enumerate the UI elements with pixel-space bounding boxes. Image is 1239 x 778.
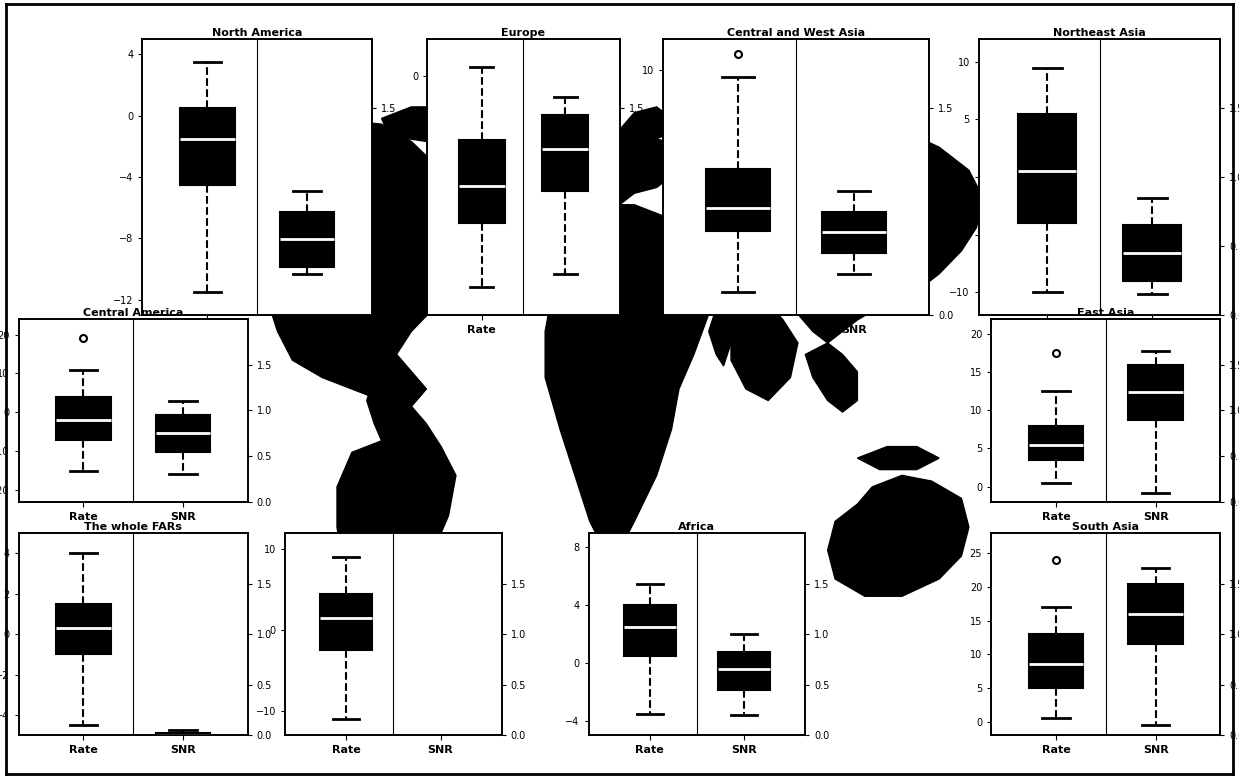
PathPatch shape xyxy=(1028,426,1083,460)
Title: Europe: Europe xyxy=(502,28,545,38)
Polygon shape xyxy=(805,343,857,412)
Title: The whole FARs: The whole FARs xyxy=(84,522,182,532)
PathPatch shape xyxy=(624,605,675,656)
Polygon shape xyxy=(620,107,672,142)
Title: North America: North America xyxy=(212,28,302,38)
Title: South America: South America xyxy=(348,522,439,532)
Polygon shape xyxy=(664,124,984,343)
PathPatch shape xyxy=(1028,634,1083,688)
Polygon shape xyxy=(367,355,426,441)
Title: Central and West Asia: Central and West Asia xyxy=(727,28,865,38)
Polygon shape xyxy=(887,251,909,274)
PathPatch shape xyxy=(1129,365,1183,419)
PathPatch shape xyxy=(321,594,372,650)
Polygon shape xyxy=(337,406,456,648)
Title: South Asia: South Asia xyxy=(1072,522,1140,532)
Polygon shape xyxy=(857,447,939,470)
Title: Northeast Asia: Northeast Asia xyxy=(1053,28,1146,38)
Polygon shape xyxy=(709,297,738,366)
Polygon shape xyxy=(560,130,679,216)
Polygon shape xyxy=(545,205,709,550)
PathPatch shape xyxy=(56,397,110,440)
Title: Central America: Central America xyxy=(83,308,183,318)
PathPatch shape xyxy=(1129,584,1183,644)
PathPatch shape xyxy=(1018,114,1075,223)
PathPatch shape xyxy=(415,741,466,745)
PathPatch shape xyxy=(1124,226,1181,281)
PathPatch shape xyxy=(543,115,589,191)
Polygon shape xyxy=(263,118,486,406)
PathPatch shape xyxy=(156,733,211,738)
Title: East Asia: East Asia xyxy=(1077,308,1135,318)
PathPatch shape xyxy=(156,415,211,451)
PathPatch shape xyxy=(706,170,769,231)
PathPatch shape xyxy=(280,212,335,267)
Polygon shape xyxy=(731,303,798,401)
Polygon shape xyxy=(679,205,783,303)
Polygon shape xyxy=(382,107,486,142)
Polygon shape xyxy=(828,475,969,596)
PathPatch shape xyxy=(56,604,110,654)
Title: Africa: Africa xyxy=(679,522,715,532)
PathPatch shape xyxy=(823,212,886,253)
PathPatch shape xyxy=(180,108,234,184)
PathPatch shape xyxy=(719,652,769,690)
Polygon shape xyxy=(909,240,947,274)
PathPatch shape xyxy=(458,140,504,223)
